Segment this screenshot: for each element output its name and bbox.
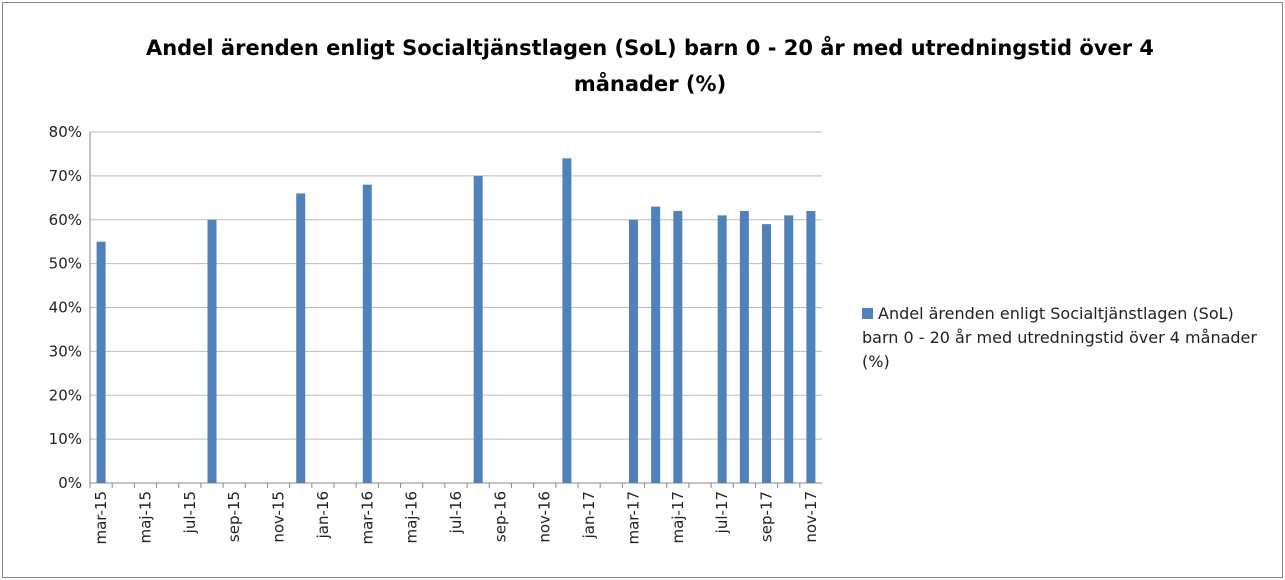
y-tick-label: 50% bbox=[49, 255, 82, 273]
x-tick-label: jul-16 bbox=[447, 491, 465, 534]
x-tick-label: nov-17 bbox=[802, 491, 820, 543]
bar bbox=[739, 210, 749, 483]
y-tick-label: 80% bbox=[49, 123, 82, 141]
bar bbox=[762, 224, 772, 483]
bar bbox=[562, 158, 572, 483]
y-tick-label: 20% bbox=[49, 386, 82, 404]
y-tick-label: 40% bbox=[49, 299, 82, 317]
x-tick-label: nov-16 bbox=[536, 491, 554, 543]
x-tick-label: maj-16 bbox=[403, 491, 421, 543]
x-tick-label: jan-17 bbox=[580, 491, 598, 539]
legend-swatch bbox=[862, 308, 873, 319]
y-tick-label: 70% bbox=[49, 167, 82, 185]
x-tick-label: jan-16 bbox=[314, 491, 332, 539]
bar bbox=[784, 215, 794, 484]
x-tick-label: mar-16 bbox=[358, 491, 376, 545]
x-tick-label: jul-17 bbox=[713, 491, 731, 534]
legend-label: Andel ärenden enligt Socialtjänstlagen (… bbox=[862, 304, 1257, 371]
x-tick-label: jul-15 bbox=[181, 491, 199, 534]
x-tick-label: mar-15 bbox=[92, 491, 110, 545]
legend: Andel ärenden enligt Socialtjänstlagen (… bbox=[862, 302, 1262, 374]
bar bbox=[296, 193, 306, 484]
y-tick-label: 10% bbox=[49, 430, 82, 448]
bar bbox=[473, 175, 483, 483]
x-tick-label: sep-16 bbox=[491, 491, 509, 542]
x-tick-label: mar-17 bbox=[624, 491, 642, 545]
chart-title: Andel ärenden enligt Socialtjänstlagen (… bbox=[145, 36, 1155, 96]
y-tick-label: 30% bbox=[49, 342, 82, 360]
bar bbox=[362, 184, 372, 483]
bar bbox=[717, 215, 727, 484]
bar bbox=[207, 219, 217, 483]
bar bbox=[806, 210, 816, 483]
y-tick-label: 0% bbox=[58, 474, 82, 492]
x-tick-label: sep-15 bbox=[225, 491, 243, 542]
x-tick-label: maj-15 bbox=[136, 491, 154, 543]
bar bbox=[673, 210, 683, 483]
y-tick-label: 60% bbox=[49, 211, 82, 229]
x-tick-label: maj-17 bbox=[669, 491, 687, 543]
bar bbox=[628, 219, 638, 483]
x-tick-label: sep-17 bbox=[758, 491, 776, 542]
bar bbox=[651, 206, 661, 483]
bar bbox=[96, 241, 106, 483]
x-tick-label: nov-15 bbox=[270, 491, 288, 543]
